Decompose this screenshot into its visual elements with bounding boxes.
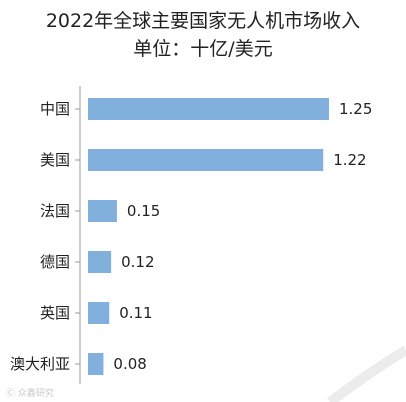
value-label: 0.11: [119, 304, 152, 322]
category-label: 法国: [40, 202, 70, 220]
bar: [88, 98, 329, 120]
category-label: 英国: [40, 304, 70, 322]
bar: [88, 302, 110, 324]
bar: [88, 251, 112, 273]
category-label: 德国: [40, 253, 70, 271]
bar: [88, 149, 324, 171]
value-label: 1.25: [339, 100, 372, 118]
chart-title: 2022年全球主要国家无人机市场收入: [45, 10, 361, 32]
value-label: 1.22: [333, 151, 366, 169]
category-label: 中国: [40, 100, 70, 118]
chart-subtitle: 单位：十亿/美元: [133, 38, 273, 60]
bar: [88, 200, 117, 222]
category-label: 澳大利亚: [10, 355, 70, 373]
bar: [88, 353, 104, 375]
value-label: 0.08: [113, 355, 146, 373]
value-label: 0.15: [127, 202, 160, 220]
value-label: 0.12: [121, 253, 154, 271]
category-label: 美国: [40, 151, 70, 169]
watermark: Ⓒ 众鑫研究: [6, 389, 54, 399]
